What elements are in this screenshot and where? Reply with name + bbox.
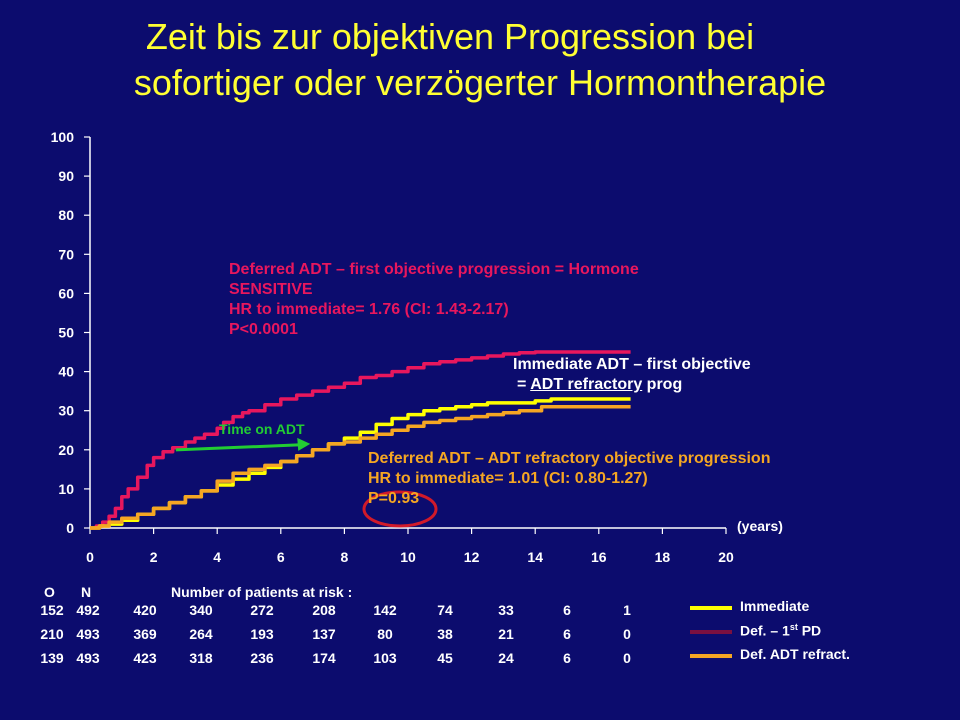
risk-cell: 236 xyxy=(250,650,274,666)
risk-cell: 45 xyxy=(437,650,453,666)
risk-cell: 318 xyxy=(189,650,213,666)
risk-cell: 6 xyxy=(563,650,571,666)
annotation-line: HR to immediate= 1.76 (CI: 1.43-2.17) xyxy=(229,301,509,318)
risk-cell: 193 xyxy=(250,626,274,642)
risk-col-o: O xyxy=(44,584,55,600)
risk-cell: 103 xyxy=(373,650,397,666)
annotation-line: Immediate ADT – first objective xyxy=(513,356,751,373)
risk-cell: 21 xyxy=(498,626,514,642)
risk-cell: 142 xyxy=(373,602,397,618)
x-tick-label: 0 xyxy=(86,549,94,565)
title-line-2: sofortiger oder verzögerter Hormontherap… xyxy=(133,62,827,103)
risk-cell-n: 493 xyxy=(76,650,100,666)
annotation-line: SENSITIVE xyxy=(229,281,313,298)
x-tick-label: 8 xyxy=(341,549,349,565)
risk-cell-o: 139 xyxy=(40,650,64,666)
annotation-line: P<0.0001 xyxy=(229,321,298,338)
annotation-text: = xyxy=(517,376,531,393)
annotation-text: prog xyxy=(642,376,683,393)
y-tick-label: 0 xyxy=(66,520,74,536)
risk-cell: 0 xyxy=(623,650,631,666)
legend-label-text: PD xyxy=(797,622,822,639)
risk-cell: 272 xyxy=(250,602,274,618)
risk-cell-o: 210 xyxy=(40,626,64,642)
risk-cell: 0 xyxy=(623,626,631,642)
legend-swatch xyxy=(690,606,732,610)
p-value-highlight-circle xyxy=(362,490,438,528)
x-tick-label: 4 xyxy=(213,549,221,565)
risk-cell: 174 xyxy=(312,650,336,666)
x-tick-label: 12 xyxy=(464,549,480,565)
x-tick-label: 10 xyxy=(400,549,416,565)
series-line-def-first-pd xyxy=(90,350,631,530)
x-tick-label: 6 xyxy=(277,549,285,565)
risk-cell: 38 xyxy=(437,626,453,642)
risk-cell: 24 xyxy=(498,650,514,666)
title-line-1: Zeit bis zur objektiven Progression bei xyxy=(145,16,755,57)
annotation-immediate: Immediate ADT – first objective = ADT re… xyxy=(513,355,751,395)
axes: 0 10 20 30 40 50 60 70 80 90 100 0 2 4 6 8 10 12 14 16 18 20 xyxy=(51,129,734,565)
legend-label: Immediate xyxy=(740,598,810,614)
annotation-hormone-sensitive: Deferred ADT – first objective progressi… xyxy=(229,260,639,340)
annotation-underlined-text: ADT refractory xyxy=(530,376,643,393)
annotation-line: = ADT refractory prog xyxy=(513,375,751,395)
x-tick-label: 16 xyxy=(591,549,607,565)
x-tick-label: 18 xyxy=(655,549,671,565)
y-tick-label: 90 xyxy=(58,168,74,184)
risk-col-n: N xyxy=(81,584,92,600)
legend-swatch xyxy=(690,654,732,658)
series-lines xyxy=(90,350,631,530)
time-on-adt-label: Time on ADT xyxy=(219,421,305,437)
legend-label: Def. – 1st PD xyxy=(740,622,821,639)
y-tick-label: 30 xyxy=(58,403,74,419)
risk-cell: 6 xyxy=(563,602,571,618)
annotation-line: Deferred ADT – first objective progressi… xyxy=(229,261,639,278)
y-tick-label: 40 xyxy=(58,364,74,380)
legend-swatch xyxy=(690,630,732,634)
risk-cell: 6 xyxy=(563,626,571,642)
risk-cell: 137 xyxy=(312,626,336,642)
risk-cell: 74 xyxy=(437,602,453,618)
risk-cell: 208 xyxy=(312,602,336,618)
risk-cell-o: 152 xyxy=(40,602,64,618)
annotation-line: HR to immediate= 1.01 (CI: 0.80-1.27) xyxy=(368,470,648,487)
risk-cell: 33 xyxy=(498,602,514,618)
risk-cell: 423 xyxy=(133,650,157,666)
x-axis-label: (years) xyxy=(737,518,783,534)
risk-cell: 80 xyxy=(377,626,393,642)
y-tick-label: 80 xyxy=(58,207,74,223)
series-line-def-adt-refract xyxy=(90,405,631,530)
page-title: Zeit bis zur objektiven Progression bei … xyxy=(0,14,960,106)
y-tick-label: 100 xyxy=(51,129,75,145)
annotation-adt-refractory: Deferred ADT – ADT refractory objective … xyxy=(368,449,770,509)
risk-cell: 1 xyxy=(623,602,631,618)
risk-cell: 420 xyxy=(133,602,157,618)
legend-label: Def. ADT refract. xyxy=(740,646,850,662)
x-tick-label: 2 xyxy=(150,549,158,565)
risk-cell: 340 xyxy=(189,602,213,618)
risk-table-header: Number of patients at risk : xyxy=(171,584,353,600)
annotation-p-value: P=0.93 xyxy=(368,490,420,507)
risk-cell: 264 xyxy=(189,626,213,642)
x-tick-label: 14 xyxy=(527,549,543,565)
y-tick-label: 60 xyxy=(58,285,74,301)
annotation-line: Deferred ADT – ADT refractory objective … xyxy=(368,450,771,467)
legend-label-text: Def. – 1 xyxy=(740,622,790,639)
overlay xyxy=(175,437,438,528)
y-tick-label: 10 xyxy=(58,481,74,497)
time-on-adt-arrow-head xyxy=(297,437,311,451)
y-tick-label: 20 xyxy=(58,442,74,458)
risk-cell-n: 493 xyxy=(76,626,100,642)
x-tick-label: 20 xyxy=(718,549,734,565)
legend-label-sup: st xyxy=(789,622,798,632)
time-on-adt-arrow-line xyxy=(175,443,299,452)
risk-cell-n: 492 xyxy=(76,602,100,618)
y-tick-label: 70 xyxy=(58,246,74,262)
y-tick-label: 50 xyxy=(58,325,74,341)
risk-cell: 369 xyxy=(133,626,157,642)
